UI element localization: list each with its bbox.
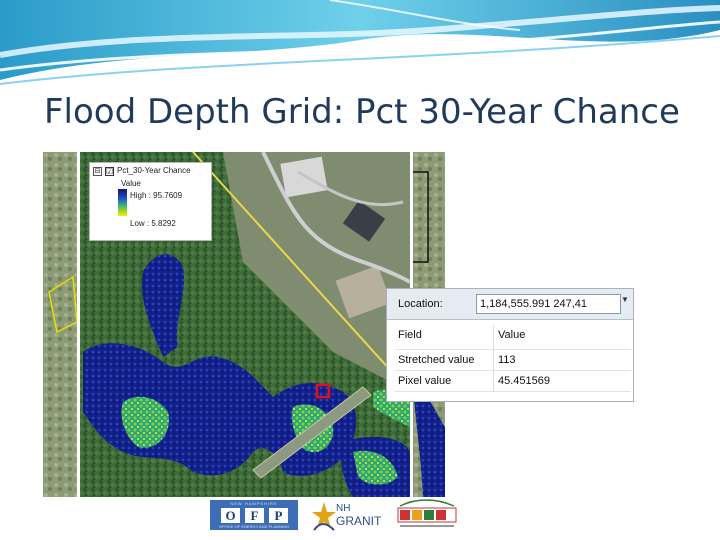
ofp-logo: NEW HAMPSHIRE O F P OFFICE OF ENERGY AND… [210, 500, 298, 530]
column-header-value[interactable]: Value [498, 329, 526, 341]
identify-results-panel: Location: 1,184,555.991 247,41 ▼ Field V… [386, 288, 634, 402]
layer-visibility-checkbox[interactable]: ☑ [105, 167, 114, 176]
runway-strip [252, 386, 372, 479]
legend-color-ramp [118, 189, 127, 216]
nh-logo-line1: NH [336, 503, 351, 514]
collapse-icon[interactable]: ⊟ [93, 167, 102, 176]
ofp-letter-o: O [221, 508, 240, 523]
ofp-logo-top-text: NEW HAMPSHIRE [230, 501, 278, 506]
legend-layer-name: Pct_30-Year Chance [117, 166, 191, 175]
legend-low-label: Low : 5.8292 [130, 219, 176, 228]
location-label: Location: [398, 298, 443, 310]
row-value: 113 [498, 354, 516, 366]
nh-logo-line2: GRANIT [336, 514, 382, 528]
location-units-dropdown-icon[interactable]: ▼ [621, 295, 629, 304]
nh-granit-logo: NH GRANIT [312, 500, 392, 532]
row-value: 45.451569 [498, 375, 550, 387]
location-row: Location: 1,184,555.991 247,41 ▼ [387, 289, 633, 320]
row-field: Pixel value [398, 375, 452, 387]
ofp-logo-bottom-text: OFFICE OF ENERGY AND PLANNING [218, 524, 290, 529]
ofp-letter-p: P [269, 508, 288, 523]
flood-shallow-patch-1 [121, 396, 169, 448]
ofp-letter-f: F [245, 508, 264, 523]
identify-attribute-table: Field Value Stretched value 113 Pixel va… [395, 325, 631, 392]
table-row[interactable]: Pixel value 45.451569 [395, 371, 631, 392]
flood-depth-zone-north [142, 254, 185, 357]
parking-lot [335, 265, 392, 319]
location-value-field[interactable]: 1,184,555.991 247,41 [476, 294, 621, 314]
flood-shallow-patch-3 [353, 450, 398, 485]
identify-location-marker[interactable] [315, 383, 331, 399]
header-wave-decoration [0, 0, 720, 85]
map-legend: ⊟ ☑ Pct_30-Year Chance Value High : 95.7… [89, 162, 212, 241]
table-header-row: Field Value [395, 325, 631, 350]
table-row[interactable]: Stretched value 113 [395, 350, 631, 371]
granit-star-icon [312, 502, 336, 531]
legend-value-label: Value [121, 179, 141, 188]
legend-high-label: High : 95.7609 [130, 191, 183, 200]
slide-title: Flood Depth Grid: Pct 30-Year Chance [44, 92, 680, 132]
parcel-boundary [192, 152, 411, 393]
column-header-field[interactable]: Field [398, 329, 422, 341]
row-field: Stretched value [398, 354, 475, 366]
building-2 [342, 200, 386, 242]
regional-planning-logo [397, 499, 457, 527]
